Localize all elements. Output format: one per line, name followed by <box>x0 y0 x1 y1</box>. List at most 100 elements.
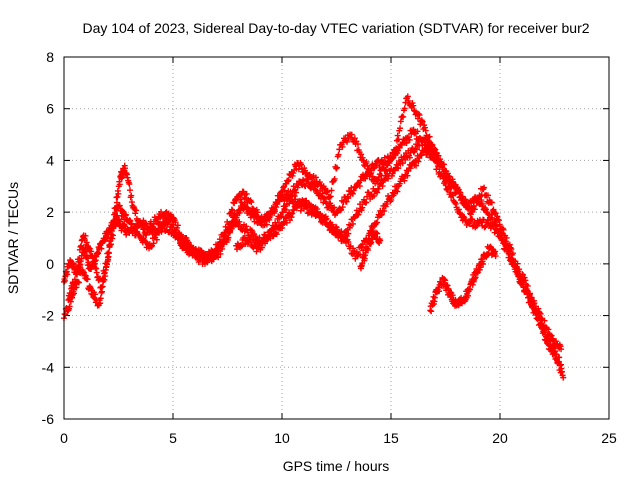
data-point <box>558 346 565 353</box>
x-tick-label: 15 <box>383 430 399 446</box>
data-point <box>122 165 129 172</box>
data-point-fill <box>541 329 548 336</box>
data-point-fill <box>543 336 550 343</box>
series-track-d <box>233 139 436 262</box>
data-point-fill <box>355 211 362 218</box>
data-point <box>440 175 447 182</box>
data-point-fill <box>404 172 411 179</box>
data-point-fill <box>216 241 223 248</box>
data-point-fill <box>307 185 314 192</box>
data-point-fill <box>279 209 286 216</box>
data-point-fill <box>109 232 116 239</box>
data-point-fill <box>432 150 439 157</box>
data-point-fill <box>442 181 449 188</box>
data-point-fill <box>356 183 363 190</box>
data-point-fill <box>494 213 501 220</box>
data-point-fill <box>134 228 141 235</box>
data-point-fill <box>67 293 74 300</box>
data-point-fill <box>252 239 259 246</box>
data-point-fill <box>92 291 99 298</box>
data-point-fill <box>415 110 422 117</box>
data-point-fill <box>98 284 105 291</box>
data-point-fill <box>350 187 357 194</box>
data-point-fill <box>312 174 319 181</box>
data-point-fill <box>413 162 420 169</box>
data-point-fill <box>359 204 366 211</box>
data-point-fill <box>116 181 123 188</box>
data-point-fill <box>481 224 488 231</box>
y-tick-label: 0 <box>46 256 54 272</box>
data-point-fill <box>508 246 515 253</box>
data-point-fill <box>305 178 312 185</box>
data-point-fill <box>279 224 286 231</box>
data-point-fill <box>451 183 458 190</box>
data-point-fill <box>127 187 134 194</box>
data-point-fill <box>419 118 426 125</box>
data-point-fill <box>266 216 273 223</box>
data-point-fill <box>62 311 69 318</box>
data-point-fill <box>414 115 421 122</box>
data-point-fill <box>84 255 91 262</box>
data-point-fill <box>113 199 120 206</box>
data-point-fill <box>82 232 89 239</box>
data-point-fill <box>339 204 346 211</box>
data-point-fill <box>526 291 533 298</box>
data-point-fill <box>466 220 473 227</box>
data-point-fill <box>482 223 489 230</box>
data-point-fill <box>449 292 456 299</box>
data-point-fill <box>258 244 265 251</box>
data-point <box>167 211 174 218</box>
data-point-fill <box>381 208 388 215</box>
data-point-fill <box>445 173 452 180</box>
data-point-fill <box>404 93 411 100</box>
data-point-fill <box>243 223 250 230</box>
data-point-fill <box>496 221 503 228</box>
data-point-fill <box>351 135 358 142</box>
data-point-fill <box>247 236 254 243</box>
data-point-fill <box>413 146 420 153</box>
data-point-fill <box>442 277 449 284</box>
y-tick-label: 2 <box>46 204 54 220</box>
data-point-fill <box>349 190 356 197</box>
data-point-fill <box>454 185 461 192</box>
data-point-fill <box>422 127 429 134</box>
data-point-fill <box>368 169 375 176</box>
data-point-fill <box>471 206 478 213</box>
data-point-fill <box>556 354 563 361</box>
data-point-fill <box>462 196 469 203</box>
data-point-fill <box>535 305 542 312</box>
data-point-fill <box>253 248 260 255</box>
y-tick-label: 6 <box>46 101 54 117</box>
data-point-fill <box>481 184 488 191</box>
data-point-fill <box>298 161 305 168</box>
data-point <box>492 253 499 260</box>
data-point-fill <box>389 155 396 162</box>
data-point-fill <box>389 170 396 177</box>
data-point-fill <box>528 295 535 302</box>
data-point-fill <box>363 158 370 165</box>
data-point-fill <box>393 145 400 152</box>
chart-title: Day 104 of 2023, Sidereal Day-to-day VTE… <box>82 20 589 36</box>
data-point-fill <box>492 210 499 217</box>
data-point-fill <box>456 189 463 196</box>
tick-labels: 0 5 10 15 20 25 -6 -4 -2 0 2 4 6 8 <box>42 49 617 446</box>
data-point-fill <box>378 211 385 218</box>
data-point-fill <box>371 192 378 199</box>
data-point-fill <box>439 166 446 173</box>
data-point-fill <box>75 279 82 286</box>
data-point-fill <box>500 237 507 244</box>
data-point-fill <box>357 177 364 184</box>
data-point-fill <box>368 239 375 246</box>
data-point-fill <box>151 220 158 227</box>
data-point <box>377 237 384 244</box>
data-point-fill <box>475 198 482 205</box>
series-track-c <box>65 135 565 353</box>
data-point-fill <box>350 220 357 227</box>
data-point-fill <box>469 281 476 288</box>
data-point-fill <box>536 310 543 317</box>
data-point-fill <box>283 206 290 213</box>
data-point-fill <box>254 209 261 216</box>
data-points <box>61 93 567 381</box>
x-tick-label: 0 <box>60 430 68 446</box>
